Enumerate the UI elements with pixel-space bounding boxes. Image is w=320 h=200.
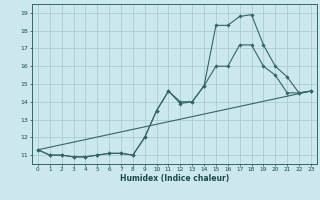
X-axis label: Humidex (Indice chaleur): Humidex (Indice chaleur) [120,174,229,183]
